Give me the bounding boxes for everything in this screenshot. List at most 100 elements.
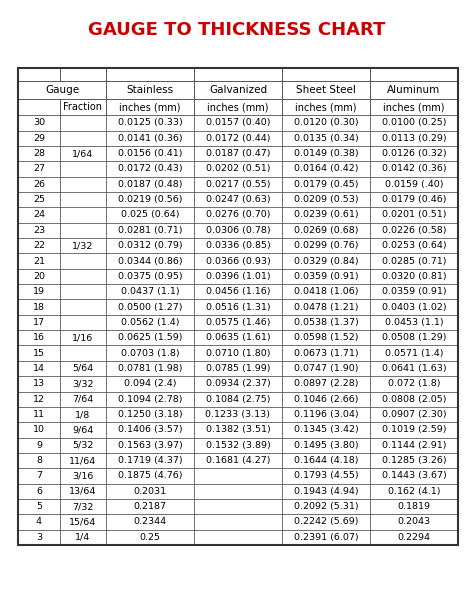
Bar [370, 422, 458, 438]
Bar [370, 299, 458, 314]
Bar [282, 223, 370, 238]
Bar [60, 438, 106, 453]
Text: 17: 17 [33, 318, 45, 327]
Text: 22: 22 [33, 241, 45, 250]
Text: 8: 8 [36, 456, 42, 465]
Text: 0.0703 (1.8): 0.0703 (1.8) [121, 349, 179, 357]
Bar [18, 146, 60, 161]
Bar [194, 330, 282, 346]
Text: 0.1563 (3.97): 0.1563 (3.97) [118, 441, 182, 450]
Text: 14: 14 [33, 364, 45, 373]
Bar [194, 484, 282, 499]
Text: 0.0276 (0.70): 0.0276 (0.70) [206, 210, 270, 219]
Bar [194, 207, 282, 223]
Bar [194, 284, 282, 299]
Bar [282, 161, 370, 177]
Text: 0.0209 (0.53): 0.0209 (0.53) [294, 195, 358, 204]
Bar [18, 161, 60, 177]
Text: 0.0478 (1.21): 0.0478 (1.21) [294, 303, 358, 311]
Text: 0.0359 (0.91): 0.0359 (0.91) [294, 272, 358, 281]
Bar [60, 361, 106, 376]
Text: 23: 23 [33, 226, 45, 235]
Bar [194, 68, 282, 82]
Text: 0.2092 (5.31): 0.2092 (5.31) [294, 502, 358, 511]
Bar [282, 468, 370, 484]
Bar [370, 284, 458, 299]
Bar [194, 238, 282, 253]
Bar [106, 484, 194, 499]
Text: 0.0187 (0.48): 0.0187 (0.48) [118, 180, 182, 189]
Text: 0.0164 (0.42): 0.0164 (0.42) [294, 164, 358, 173]
Bar [370, 161, 458, 177]
Text: 0.0359 (0.91): 0.0359 (0.91) [382, 287, 447, 296]
Text: 27: 27 [33, 164, 45, 173]
Bar [106, 330, 194, 346]
Bar [282, 82, 370, 99]
Text: 0.1532 (3.89): 0.1532 (3.89) [206, 441, 270, 450]
Bar [18, 68, 60, 82]
Text: 5/64: 5/64 [72, 364, 93, 373]
Bar [370, 223, 458, 238]
Text: Stainless: Stainless [127, 85, 173, 96]
Text: 0.0575 (1.46): 0.0575 (1.46) [206, 318, 270, 327]
Text: 0.0239 (0.61): 0.0239 (0.61) [294, 210, 358, 219]
Bar [106, 376, 194, 392]
Text: 24: 24 [33, 210, 45, 219]
Bar [194, 268, 282, 284]
Bar [18, 438, 60, 453]
Bar [194, 422, 282, 438]
Text: 0.0269 (0.68): 0.0269 (0.68) [294, 226, 358, 235]
Bar [60, 376, 106, 392]
Text: 0.0329 (0.84): 0.0329 (0.84) [294, 256, 358, 265]
Text: 0.0625 (1.59): 0.0625 (1.59) [118, 333, 182, 342]
Bar [194, 392, 282, 407]
Text: 7/64: 7/64 [72, 395, 93, 404]
Text: 3: 3 [36, 533, 42, 542]
Text: 0.25: 0.25 [139, 533, 161, 542]
Bar [282, 392, 370, 407]
Bar [106, 192, 194, 207]
Text: 11/64: 11/64 [69, 456, 97, 465]
Text: 0.0562 (1.4): 0.0562 (1.4) [121, 318, 179, 327]
Text: 0.0781 (1.98): 0.0781 (1.98) [118, 364, 182, 373]
Bar [282, 131, 370, 146]
Text: 21: 21 [33, 256, 45, 265]
Text: 1/32: 1/32 [72, 241, 93, 250]
Bar [18, 268, 60, 284]
Text: 1/64: 1/64 [72, 149, 93, 158]
Bar [282, 253, 370, 268]
Text: 0.0247 (0.63): 0.0247 (0.63) [206, 195, 270, 204]
Text: 0.1681 (4.27): 0.1681 (4.27) [206, 456, 270, 465]
Text: 25: 25 [33, 195, 45, 204]
Bar [60, 177, 106, 192]
Bar [194, 376, 282, 392]
Bar [60, 207, 106, 223]
Text: 0.0179 (0.45): 0.0179 (0.45) [294, 180, 358, 189]
Bar [106, 253, 194, 268]
Text: 0.0366 (0.93): 0.0366 (0.93) [206, 256, 270, 265]
Text: 0.0306 (0.78): 0.0306 (0.78) [206, 226, 270, 235]
Text: 0.2187: 0.2187 [134, 502, 166, 511]
Text: 0.0141 (0.36): 0.0141 (0.36) [118, 134, 182, 143]
Text: 0.0172 (0.44): 0.0172 (0.44) [206, 134, 270, 143]
Bar [282, 407, 370, 422]
Bar [282, 453, 370, 468]
Text: 0.0100 (0.25): 0.0100 (0.25) [382, 118, 446, 128]
Bar [60, 514, 106, 530]
Text: 7: 7 [36, 471, 42, 481]
Text: 0.1196 (3.04): 0.1196 (3.04) [294, 410, 358, 419]
Text: 0.1875 (4.76): 0.1875 (4.76) [118, 471, 182, 481]
Bar [106, 115, 194, 131]
Bar [106, 422, 194, 438]
Text: 9: 9 [36, 441, 42, 450]
Text: 0.0149 (0.38): 0.0149 (0.38) [294, 149, 358, 158]
Bar [106, 131, 194, 146]
Bar [106, 438, 194, 453]
Bar [106, 314, 194, 330]
Bar [106, 207, 194, 223]
Text: 0.0219 (0.56): 0.0219 (0.56) [118, 195, 182, 204]
Text: 0.162 (4.1): 0.162 (4.1) [388, 487, 440, 496]
Bar [370, 207, 458, 223]
Text: 0.1382 (3.51): 0.1382 (3.51) [206, 425, 270, 435]
Text: 0.1019 (2.59): 0.1019 (2.59) [382, 425, 446, 435]
